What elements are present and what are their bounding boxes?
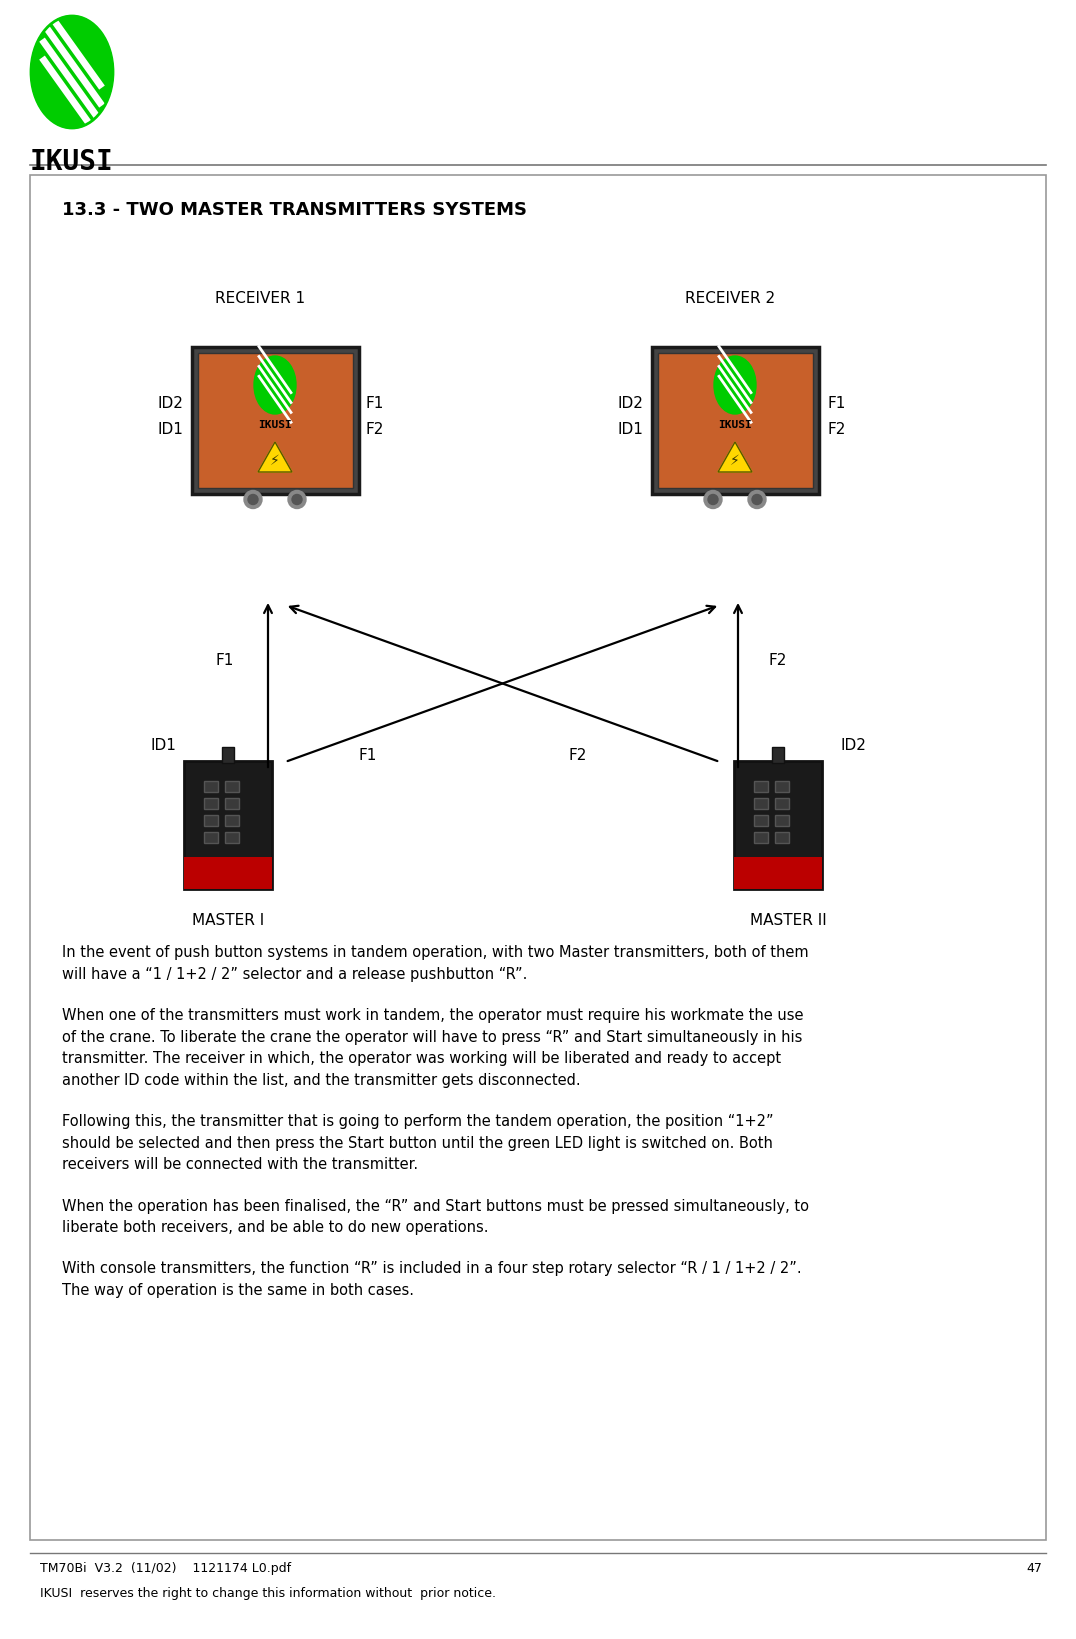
Bar [198, 352, 353, 487]
Circle shape [704, 490, 722, 508]
Circle shape [292, 495, 302, 505]
Text: RECEIVER 1: RECEIVER 1 [215, 292, 306, 306]
Circle shape [244, 490, 261, 508]
Text: F2: F2 [366, 421, 384, 438]
Bar [204, 798, 218, 810]
Text: F2: F2 [769, 652, 788, 669]
Bar [184, 857, 272, 888]
Bar [657, 352, 812, 487]
Bar [775, 815, 789, 826]
Text: Following this, the transmitter that is going to perform the tandem operation, t: Following this, the transmitter that is … [62, 1115, 774, 1172]
Bar [754, 815, 768, 826]
Bar [184, 760, 272, 888]
Text: IKUSI  reserves the right to change this information without  prior notice.: IKUSI reserves the right to change this … [40, 1587, 496, 1600]
Text: MASTER II: MASTER II [750, 913, 826, 928]
Circle shape [708, 495, 718, 505]
Text: F1: F1 [366, 397, 384, 411]
Bar [734, 760, 822, 888]
Text: RECEIVER 2: RECEIVER 2 [685, 292, 775, 306]
Text: When the operation has been finalised, the “R” and Start buttons must be pressed: When the operation has been finalised, t… [62, 1198, 809, 1236]
Text: ⚡: ⚡ [731, 454, 740, 469]
Bar [225, 782, 239, 792]
Bar [204, 815, 218, 826]
Text: In the event of push button systems in tandem operation, with two Master transmi: In the event of push button systems in t… [62, 946, 809, 982]
Text: IKUSI: IKUSI [30, 148, 114, 175]
Text: F1: F1 [216, 652, 235, 669]
Text: ⚡: ⚡ [270, 454, 280, 469]
Text: ID1: ID1 [150, 738, 176, 752]
Bar [775, 782, 789, 792]
Bar [204, 782, 218, 792]
Ellipse shape [31, 16, 113, 128]
Bar [204, 833, 218, 842]
Bar [775, 798, 789, 810]
Text: F1: F1 [358, 747, 378, 764]
Text: ID2: ID2 [157, 397, 183, 411]
Text: F2: F2 [827, 421, 846, 438]
Bar [754, 833, 768, 842]
Text: ID1: ID1 [157, 421, 183, 438]
Bar [754, 798, 768, 810]
Text: 13.3 - TWO MASTER TRANSMITTERS SYSTEMS: 13.3 - TWO MASTER TRANSMITTERS SYSTEMS [62, 202, 527, 220]
Bar [771, 747, 784, 764]
Text: MASTER I: MASTER I [192, 913, 264, 928]
Circle shape [288, 490, 306, 508]
Text: F2: F2 [569, 747, 587, 764]
Ellipse shape [714, 356, 756, 415]
Ellipse shape [254, 356, 296, 415]
Text: ID2: ID2 [840, 738, 866, 752]
Polygon shape [258, 443, 292, 472]
Bar [225, 815, 239, 826]
Text: ID1: ID1 [617, 421, 643, 438]
Bar [651, 346, 819, 493]
Text: 47: 47 [1027, 1562, 1042, 1575]
Text: IKUSI: IKUSI [718, 420, 752, 429]
Text: ID2: ID2 [617, 397, 643, 411]
Circle shape [247, 495, 258, 505]
Text: When one of the transmitters must work in tandem, the operator must require his : When one of the transmitters must work i… [62, 1008, 804, 1088]
Text: TM70Bi  V3.2  (11/02)    1121174 L0.pdf: TM70Bi V3.2 (11/02) 1121174 L0.pdf [40, 1562, 292, 1575]
Bar [222, 747, 233, 764]
Bar [775, 833, 789, 842]
Text: With console transmitters, the function “R” is included in a four step rotary se: With console transmitters, the function … [62, 1262, 802, 1298]
Bar [225, 798, 239, 810]
Circle shape [748, 490, 766, 508]
Text: IKUSI: IKUSI [258, 420, 292, 429]
Circle shape [752, 495, 762, 505]
Bar [754, 782, 768, 792]
Polygon shape [718, 443, 752, 472]
Bar [30, 175, 1046, 1541]
Bar [734, 857, 822, 888]
Bar [225, 833, 239, 842]
Text: F1: F1 [827, 397, 846, 411]
Bar [192, 346, 358, 493]
